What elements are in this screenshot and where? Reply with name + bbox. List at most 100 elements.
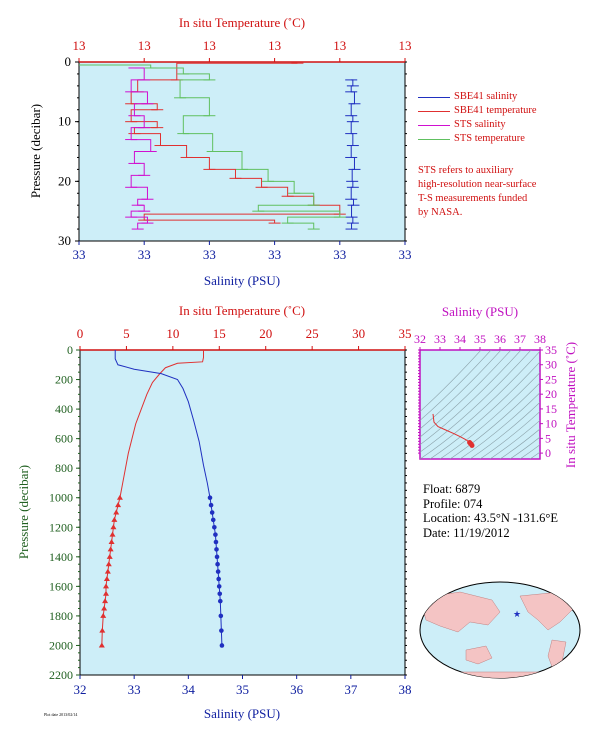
salinity-marker [215,569,221,574]
ts-x-tick-label: 32 [414,332,426,346]
ts-y-tick-label: 20 [545,387,557,401]
density-contour [420,350,482,412]
salinity-marker [216,576,221,582]
ts-density-contours [420,350,540,459]
temperature-tick-label: 5 [123,326,130,341]
salinity-marker [213,532,218,537]
density-contour [509,436,540,459]
legend-label: SBE41 temperature [454,105,537,116]
full-profile-bottom-axis-label: Salinity (PSU) [204,706,280,721]
ts-x-tick-label: 37 [514,332,526,346]
bottom-tick-label: 33 [73,247,86,262]
salinity-marker [217,591,223,597]
pressure-tick-label: 200 [55,373,73,387]
ts-x-tick-label: 34 [454,332,466,346]
ts-y-tick-label: 10 [545,417,557,431]
top-tick-label: 13 [138,38,151,53]
density-contour [420,350,492,421]
full-profile-panel: In situ Temperature (˚C) Salinity (PSU) … [16,303,412,721]
line-swatch-icon [418,139,450,140]
ts-y-tick-label: 35 [545,343,557,357]
temperature-marker [106,553,113,559]
line-swatch-icon [418,111,450,112]
density-contour [499,428,540,459]
note-line: by NASA. [418,207,463,218]
legend-label: STS salinity [454,119,506,130]
pressure-tick-label: 1000 [49,491,73,505]
y-tick-label: 20 [58,173,71,188]
temperature-marker [100,612,107,618]
bottom-tick-label: 33 [333,247,346,262]
near-surface-ticks: 13 13 13 13 13 13 33 33 33 33 33 33 0 10 20 30 [58,38,412,262]
bottom-tick-label: 33 [268,247,281,262]
ts-y-tick-label: 25 [545,372,557,386]
pressure-tick-label: 0 [67,343,73,357]
near-surface-bottom-axis-label: Salinity (PSU) [204,273,280,288]
profile-number: Profile: 074 [423,496,483,511]
bottom-tick-label: 33 [138,247,151,262]
top-tick-label: 13 [333,38,346,53]
salinity-tick-label: 32 [74,682,87,697]
pressure-tick-label: 800 [55,461,73,475]
salinity-marker [218,613,224,619]
temperature-tick-label: 35 [399,326,412,341]
temperature-tick-label: 15 [213,326,226,341]
pressure-tick-label: 400 [55,402,73,416]
temperature-marker [109,531,116,537]
near-surface-series [79,62,361,230]
full-profile-top-axis-label: In situ Temperature (˚C) [179,303,305,318]
y-tick-label: 30 [58,233,71,248]
density-contour [420,350,532,453]
density-contour [420,350,540,459]
temperature-tick-label: 0 [77,326,84,341]
salinity-marker [210,517,216,523]
temperature-marker [104,568,111,574]
density-contour [420,350,522,446]
note-line: STS refers to auxiliary [418,165,514,176]
salinity-marker [209,510,215,515]
float-info: Float: 6879 Profile: 074 Location: 43.5°… [423,482,558,540]
line-swatch-icon [418,97,450,98]
ts-x-tick-label: 33 [434,332,446,346]
ts-series [432,413,475,448]
ts-y-tick-label: 15 [545,402,557,416]
ts-x-tick-label: 36 [494,332,506,346]
bottom-tick-label: 33 [203,247,216,262]
ts-diagram-panel: Salinity (PSU) In situ Temperature (˚C) … [414,304,578,468]
top-tick-label: 13 [399,38,412,53]
salinity-tick-label: 35 [236,682,249,697]
legend-label: SBE41 salinity [454,91,518,102]
ts-y-tick-label: 5 [545,431,551,445]
float-location-star-icon: ★ [513,609,521,619]
temperature-marker [103,583,109,589]
top-tick-label: 13 [268,38,281,53]
note-line: T-S measurements funded [418,193,528,204]
near-surface-y-axis-label: Pressure (decibar) [28,104,43,198]
ts-y-tick-label: 30 [545,358,557,372]
salinity-marker [214,547,219,552]
near-surface-panel: In situ Temperature (˚C) Salinity (PSU) … [28,15,412,288]
near-surface-top-axis-label: In situ Temperature (˚C) [179,15,305,30]
pressure-tick-label: 600 [55,432,73,446]
temperature-tick-label: 20 [259,326,272,341]
legend-item-sts-salinity: STS salinity [418,118,537,132]
temperature-marker [101,605,108,611]
salinity-marker [217,598,223,604]
salinity-marker [213,539,219,545]
top-tick-label: 13 [73,38,86,53]
density-contour [420,350,502,430]
temperature-tick-label: 10 [166,326,179,341]
ts-plot-area [419,349,541,460]
salinity-marker [219,628,224,633]
map-australia [465,645,493,665]
pressure-tick-label: 2200 [49,668,73,682]
salinity-marker [212,524,217,530]
temperature-tick-label: 25 [306,326,319,341]
temperature-tick-label: 30 [352,326,365,341]
ts-top-axis-label: Salinity (PSU) [442,304,518,319]
salinity-tick-label: 33 [128,682,141,697]
full-profile-y-axis-label: Pressure (decibar) [16,465,31,559]
salinity-marker [208,502,214,508]
density-contour [459,392,540,459]
pressure-tick-label: 1800 [49,609,73,623]
